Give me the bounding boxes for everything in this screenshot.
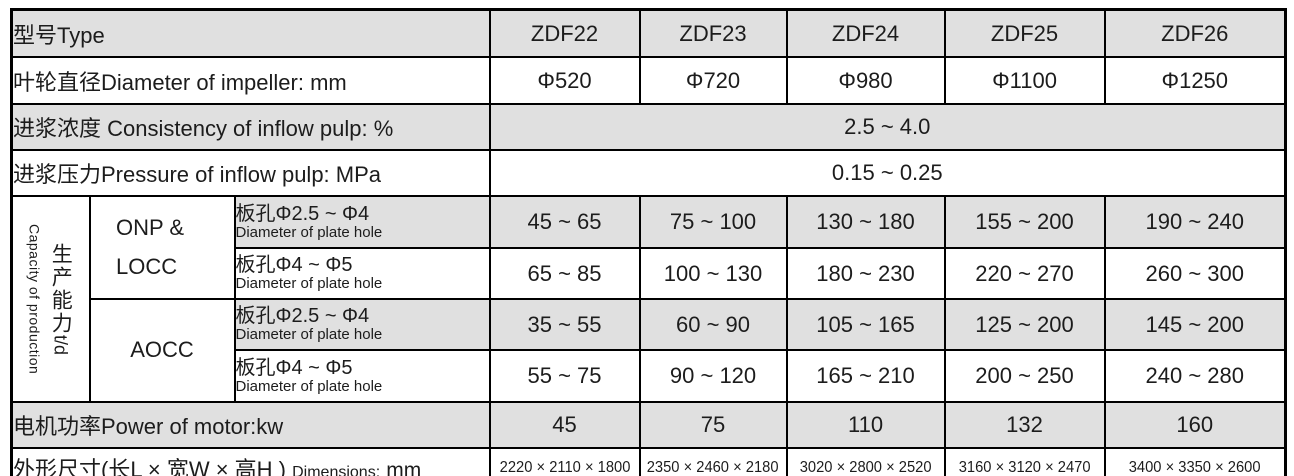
row-label-dimensions: 外形尺寸(长L × 宽W × 高H ) Dimensions: mm	[10, 447, 491, 476]
capacity-value-cell: 45 ~ 65	[488, 195, 641, 249]
capacity-value-cell: 200 ~ 250	[943, 349, 1106, 403]
spec-table: 型号Type ZDF22 ZDF23 ZDF24 ZDF25 ZDF26 叶轮直…	[10, 8, 1288, 476]
capacity-value-cell: 35 ~ 55	[488, 298, 641, 351]
capacity-value-cell: 60 ~ 90	[638, 298, 788, 351]
consistency-value-cell: 2.5 ~ 4.0	[488, 103, 1287, 151]
impeller-value-cell: Φ520	[488, 56, 641, 105]
dimensions-label-unit: mm	[386, 459, 422, 476]
table-row-capacity-onp-small-hole: Capacity of production 生产能力t/d ONP & LOC…	[10, 195, 1287, 403]
table-row-impeller: 叶轮直径Diameter of impeller: mm Φ520 Φ720 Φ…	[10, 56, 1287, 105]
model-header-cell: ZDF22	[488, 8, 641, 58]
capacity-value-cell: 105 ~ 165	[785, 298, 946, 351]
capacity-value-cell: 90 ~ 120	[638, 349, 788, 403]
dimensions-value-cell: 3400 × 3350 × 2600	[1103, 447, 1287, 476]
capacity-label-zh: 生产能力t/d	[49, 242, 73, 355]
capacity-unit: t/d	[50, 334, 71, 355]
row-label-type: 型号Type	[10, 8, 491, 58]
row-label-consistency: 进浆浓度 Consistency of inflow pulp: %	[10, 103, 491, 151]
impeller-value-cell: Φ720	[638, 56, 788, 105]
model-header-cell: ZDF23	[638, 8, 788, 58]
capacity-value-cell: 190 ~ 240	[1103, 195, 1287, 249]
capacity-value-cell: 260 ~ 300	[1103, 247, 1287, 300]
row-label-pressure: 进浆压力Pressure of inflow pulp: MPa	[10, 149, 491, 197]
row-label-power: 电机功率Power of motor:kw	[10, 401, 491, 449]
capacity-value-cell: 240 ~ 280	[1103, 349, 1287, 403]
capacity-value-cell: 145 ~ 200	[1103, 298, 1287, 351]
dimensions-value-cell: 2220 × 2110 × 1800	[488, 447, 641, 476]
capacity-value-cell: 65 ~ 85	[488, 247, 641, 300]
furnish-group-cell-onp-locc: ONP & LOCC	[88, 195, 236, 300]
dimensions-value-cell: 3160 × 3120 × 2470	[943, 447, 1106, 476]
power-value-cell: 160	[1103, 401, 1287, 449]
pressure-value-cell: 0.15 ~ 0.25	[488, 149, 1287, 197]
plate-hole-cell: 板孔Φ4 ~ Φ5 Diameter of plate hole	[233, 247, 491, 300]
table-row-type: 型号Type ZDF22 ZDF23 ZDF24 ZDF25 ZDF26	[10, 8, 1287, 58]
capacity-value-cell: 165 ~ 210	[785, 349, 946, 403]
capacity-value-cell: 125 ~ 200	[943, 298, 1106, 351]
capacity-label-en: Capacity of production	[26, 223, 43, 375]
dimensions-label-en: Dimensions:	[292, 464, 381, 476]
plate-hole-cell: 板孔Φ2.5 ~ Φ4 Diameter of plate hole	[233, 298, 491, 351]
capacity-side-label-cell: Capacity of production 生产能力t/d	[10, 195, 91, 403]
row-label-impeller: 叶轮直径Diameter of impeller: mm	[10, 56, 491, 105]
table-row-consistency: 进浆浓度 Consistency of inflow pulp: % 2.5 ~…	[10, 103, 1287, 151]
power-value-cell: 75	[638, 401, 788, 449]
table-row-capacity-aocc-large-hole: 板孔Φ4 ~ Φ5 Diameter of plate hole 55 ~ 75…	[12, 349, 1287, 403]
table-row-capacity-aocc-small-hole: AOCC 板孔Φ2.5 ~ Φ4 Diameter of plate hole …	[12, 298, 1287, 403]
capacity-value-cell: 180 ~ 230	[785, 247, 946, 300]
table-row-power: 电机功率Power of motor:kw 45 75 110 132 160	[10, 401, 1287, 449]
power-value-cell: 110	[785, 401, 946, 449]
table-row-dimensions: 外形尺寸(长L × 宽W × 高H ) Dimensions: mm 2220 …	[10, 447, 1287, 476]
capacity-value-cell: 55 ~ 75	[488, 349, 641, 403]
table-row-capacity-onp-large-hole: 板孔Φ4 ~ Φ5 Diameter of plate hole 65 ~ 85…	[12, 247, 1287, 300]
capacity-value-cell: 220 ~ 270	[943, 247, 1106, 300]
dimensions-value-cell: 3020 × 2800 × 2520	[785, 447, 946, 476]
capacity-side-label: Capacity of production 生产能力t/d	[14, 201, 88, 397]
table-row-pressure: 进浆压力Pressure of inflow pulp: MPa 0.15 ~ …	[10, 149, 1287, 197]
impeller-value-cell: Φ980	[785, 56, 946, 105]
power-value-cell: 132	[943, 401, 1106, 449]
furnish-group-cell-aocc: AOCC	[88, 298, 236, 403]
capacity-value-cell: 75 ~ 100	[638, 195, 788, 249]
dimensions-value-cell: 2350 × 2460 × 2180	[638, 447, 788, 476]
impeller-value-cell: Φ1250	[1103, 56, 1287, 105]
capacity-value-cell: 130 ~ 180	[785, 195, 946, 249]
plate-hole-cell: 板孔Φ4 ~ Φ5 Diameter of plate hole	[233, 349, 491, 403]
model-header-cell: ZDF25	[943, 8, 1106, 58]
capacity-value-cell: 100 ~ 130	[638, 247, 788, 300]
capacity-value-cell: 155 ~ 200	[943, 195, 1106, 249]
power-value-cell: 45	[488, 401, 641, 449]
model-header-cell: ZDF24	[785, 8, 946, 58]
plate-hole-cell: 板孔Φ2.5 ~ Φ4 Diameter of plate hole	[233, 195, 491, 249]
model-header-cell: ZDF26	[1103, 8, 1287, 58]
impeller-value-cell: Φ1100	[943, 56, 1106, 105]
dimensions-label-zh: 外形尺寸(长L × 宽W × 高H )	[13, 457, 286, 476]
